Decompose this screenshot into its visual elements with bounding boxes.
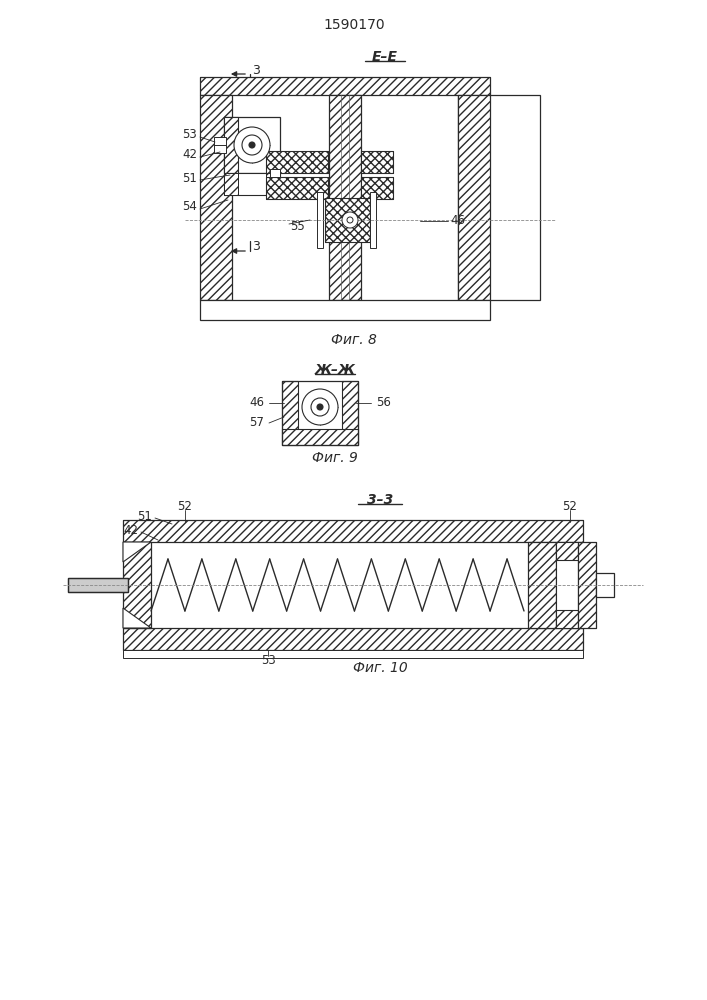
Bar xyxy=(282,429,358,445)
Text: Е–Е: Е–Е xyxy=(372,50,398,64)
Bar xyxy=(325,198,370,242)
Bar xyxy=(282,381,298,445)
Bar xyxy=(556,542,578,628)
Bar xyxy=(224,117,238,173)
Bar xyxy=(123,628,583,650)
Text: 54: 54 xyxy=(182,200,197,214)
Polygon shape xyxy=(123,608,151,628)
Bar xyxy=(556,542,578,560)
Bar xyxy=(361,177,393,199)
Text: 53: 53 xyxy=(261,654,275,666)
Bar xyxy=(123,520,583,542)
Circle shape xyxy=(347,217,353,223)
Text: 3–3: 3–3 xyxy=(367,493,393,507)
Text: Фиг. 9: Фиг. 9 xyxy=(312,451,358,465)
Bar xyxy=(266,173,280,195)
Bar xyxy=(361,177,393,199)
Circle shape xyxy=(342,212,358,228)
Bar xyxy=(578,542,596,628)
Bar xyxy=(224,173,238,195)
Circle shape xyxy=(302,389,338,425)
Bar xyxy=(282,429,358,445)
Bar xyxy=(282,381,298,445)
Circle shape xyxy=(317,404,323,410)
Bar xyxy=(342,381,358,445)
Bar xyxy=(200,77,490,95)
Bar xyxy=(214,137,226,153)
Bar xyxy=(266,177,328,199)
Bar xyxy=(361,151,393,173)
Bar xyxy=(123,628,583,650)
Bar xyxy=(200,77,490,95)
Bar xyxy=(200,300,490,320)
Bar xyxy=(578,542,596,628)
Bar xyxy=(342,381,358,445)
Bar xyxy=(266,151,328,173)
Text: Фиг. 8: Фиг. 8 xyxy=(331,333,377,347)
Text: 3: 3 xyxy=(252,64,260,77)
Bar xyxy=(68,578,128,592)
Bar xyxy=(458,95,490,300)
Bar xyxy=(200,95,232,300)
Text: 52: 52 xyxy=(563,499,578,512)
Bar xyxy=(361,151,393,173)
Text: 3: 3 xyxy=(252,240,260,253)
Bar xyxy=(556,542,578,560)
Bar xyxy=(556,610,578,628)
Bar xyxy=(123,542,151,628)
Bar xyxy=(528,542,556,628)
Text: 42: 42 xyxy=(182,148,197,161)
Text: Фиг. 10: Фиг. 10 xyxy=(353,661,407,675)
Bar xyxy=(556,610,578,628)
Bar xyxy=(596,573,614,597)
Bar xyxy=(224,173,280,195)
Text: 56: 56 xyxy=(376,396,391,410)
Bar xyxy=(317,192,323,248)
Bar xyxy=(123,520,583,542)
Text: 53: 53 xyxy=(182,128,197,141)
Bar xyxy=(123,650,583,658)
Circle shape xyxy=(242,135,262,155)
Bar xyxy=(458,95,540,300)
Bar xyxy=(329,95,361,300)
Bar xyxy=(266,151,328,173)
Text: 46: 46 xyxy=(450,215,465,228)
Text: 42: 42 xyxy=(123,524,138,536)
Bar xyxy=(224,173,238,195)
Bar xyxy=(325,198,370,242)
Text: 51: 51 xyxy=(137,510,152,522)
Circle shape xyxy=(249,142,255,148)
Text: Ж–Ж: Ж–Ж xyxy=(315,363,356,377)
Bar xyxy=(329,95,361,300)
Circle shape xyxy=(234,127,270,163)
Bar xyxy=(68,578,128,592)
Bar xyxy=(282,381,358,445)
Text: 55: 55 xyxy=(290,220,305,232)
Bar xyxy=(266,177,328,199)
Text: 1590170: 1590170 xyxy=(323,18,385,32)
Bar xyxy=(458,95,490,300)
Polygon shape xyxy=(123,542,151,562)
Bar xyxy=(270,169,280,177)
Bar xyxy=(370,192,376,248)
Bar xyxy=(528,542,556,628)
Text: 57: 57 xyxy=(249,416,264,430)
Bar xyxy=(224,117,280,173)
Bar xyxy=(224,117,238,173)
Circle shape xyxy=(311,398,329,416)
Text: 46: 46 xyxy=(249,396,264,410)
Bar xyxy=(200,95,232,300)
Bar xyxy=(123,542,151,628)
Text: 51: 51 xyxy=(182,172,197,184)
Text: 52: 52 xyxy=(177,499,192,512)
Bar xyxy=(266,173,280,195)
